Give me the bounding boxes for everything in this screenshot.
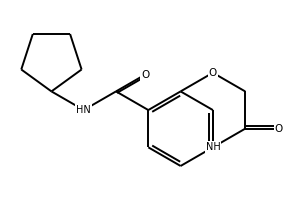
Text: NH: NH [206, 142, 220, 152]
Text: O: O [274, 124, 283, 134]
Text: HN: HN [76, 105, 91, 115]
Text: O: O [209, 68, 217, 78]
Text: O: O [141, 70, 149, 80]
